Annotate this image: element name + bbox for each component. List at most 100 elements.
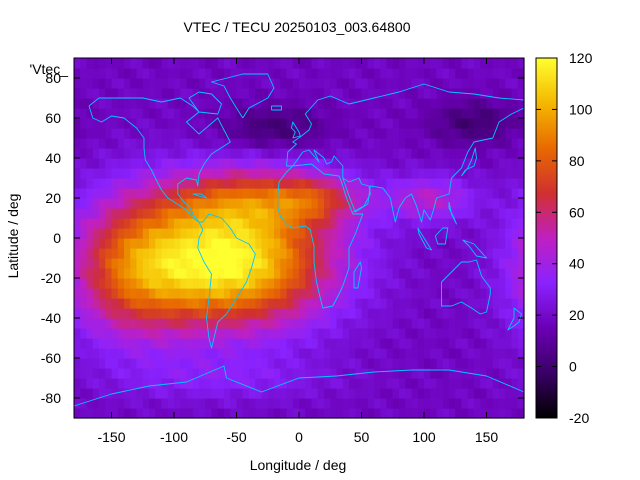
colorbar-tick-label: 80 — [569, 153, 585, 169]
heatmap-cell — [449, 238, 456, 249]
heatmap-cell — [399, 188, 406, 199]
heatmap-cell — [167, 98, 175, 109]
heatmap-cell — [436, 118, 444, 129]
heatmap-cell — [392, 238, 400, 249]
heatmap-cell — [424, 88, 431, 99]
heatmap-cell — [499, 228, 506, 239]
heatmap-cell — [442, 208, 450, 219]
heatmap-cell — [511, 368, 519, 379]
heatmap-cell — [342, 118, 350, 129]
heatmap-cell — [411, 128, 419, 139]
heatmap-cell — [517, 128, 525, 139]
heatmap-cell — [242, 68, 250, 79]
heatmap-cell — [130, 168, 138, 179]
heatmap-cell — [292, 188, 300, 199]
heatmap-cell — [361, 238, 369, 249]
heatmap-cell — [486, 318, 494, 329]
heatmap-cell — [117, 108, 125, 119]
heatmap-cell — [155, 78, 163, 89]
heatmap-cell — [242, 258, 250, 269]
heatmap-cell — [336, 208, 344, 219]
heatmap-cell — [436, 258, 444, 269]
heatmap-cell — [480, 278, 488, 289]
heatmap-cell — [136, 88, 144, 99]
heatmap-cell — [317, 268, 325, 279]
heatmap-cell — [305, 198, 313, 209]
heatmap-cell — [374, 238, 381, 249]
heatmap-cell — [299, 218, 306, 229]
heatmap-cell — [274, 58, 281, 69]
heatmap-cell — [205, 128, 213, 139]
heatmap-cell — [230, 188, 238, 199]
heatmap-cell — [86, 78, 94, 89]
heatmap-cell — [392, 68, 400, 79]
heatmap-cell — [99, 78, 106, 89]
heatmap-cell — [161, 88, 169, 99]
heatmap-cell — [236, 88, 244, 99]
heatmap-cell — [367, 348, 375, 359]
heatmap-cell — [480, 228, 488, 239]
heatmap-cell — [205, 138, 213, 149]
heatmap-cell — [461, 118, 469, 129]
heatmap-cell — [467, 168, 475, 179]
heatmap-cell — [436, 338, 444, 349]
heatmap-cell — [386, 218, 394, 229]
heatmap-cell — [474, 358, 481, 369]
heatmap-cell — [286, 218, 294, 229]
heatmap-cell — [217, 408, 225, 419]
heatmap-cell — [249, 78, 256, 89]
heatmap-cell — [417, 348, 425, 359]
heatmap-cell — [274, 318, 281, 329]
heatmap-cell — [267, 398, 275, 409]
heatmap-cell — [292, 148, 300, 159]
heatmap-cell — [467, 88, 475, 99]
heatmap-cell — [336, 148, 344, 159]
heatmap-cell — [499, 288, 506, 299]
heatmap-cell — [186, 398, 194, 409]
heatmap-cell — [336, 218, 344, 229]
heatmap-cell — [261, 58, 269, 69]
heatmap-cell — [236, 348, 244, 359]
heatmap-cell — [92, 228, 100, 239]
heatmap-cell — [349, 68, 356, 79]
heatmap-cell — [130, 318, 138, 329]
heatmap-cell — [136, 138, 144, 149]
heatmap-cell — [155, 58, 163, 69]
heatmap-cell — [274, 168, 281, 179]
heatmap-cell — [192, 368, 200, 379]
heatmap-cell — [405, 358, 413, 369]
heatmap-cell — [342, 328, 350, 339]
heatmap-cell — [255, 358, 263, 369]
heatmap-cell — [442, 118, 450, 129]
heatmap-cell — [211, 128, 219, 139]
heatmap-cell — [299, 88, 306, 99]
heatmap-cell — [149, 318, 156, 329]
heatmap-cell — [342, 58, 350, 69]
heatmap-cell — [117, 178, 125, 189]
heatmap-cell — [317, 218, 325, 229]
heatmap-cell — [374, 88, 381, 99]
heatmap-cell — [380, 308, 388, 319]
heatmap-cell — [111, 138, 119, 149]
heatmap-cell — [430, 178, 438, 189]
heatmap-cell — [280, 158, 288, 169]
heatmap-cell — [461, 138, 469, 149]
heatmap-cell — [511, 188, 519, 199]
heatmap-cell — [399, 88, 406, 99]
heatmap-cell — [392, 278, 400, 289]
heatmap-cell — [286, 98, 294, 109]
heatmap-cell — [92, 368, 100, 379]
heatmap-cell — [380, 138, 388, 149]
heatmap-cell — [424, 78, 431, 89]
heatmap-cell — [111, 348, 119, 359]
heatmap-cell — [180, 78, 188, 89]
heatmap-cell — [261, 128, 269, 139]
heatmap-cell — [449, 328, 456, 339]
heatmap-cell — [224, 108, 231, 119]
heatmap-cell — [386, 258, 394, 269]
heatmap-cell — [167, 358, 175, 369]
heatmap-cell — [399, 388, 406, 399]
heatmap-cell — [267, 358, 275, 369]
heatmap-cell — [361, 128, 369, 139]
heatmap-cell — [380, 388, 388, 399]
